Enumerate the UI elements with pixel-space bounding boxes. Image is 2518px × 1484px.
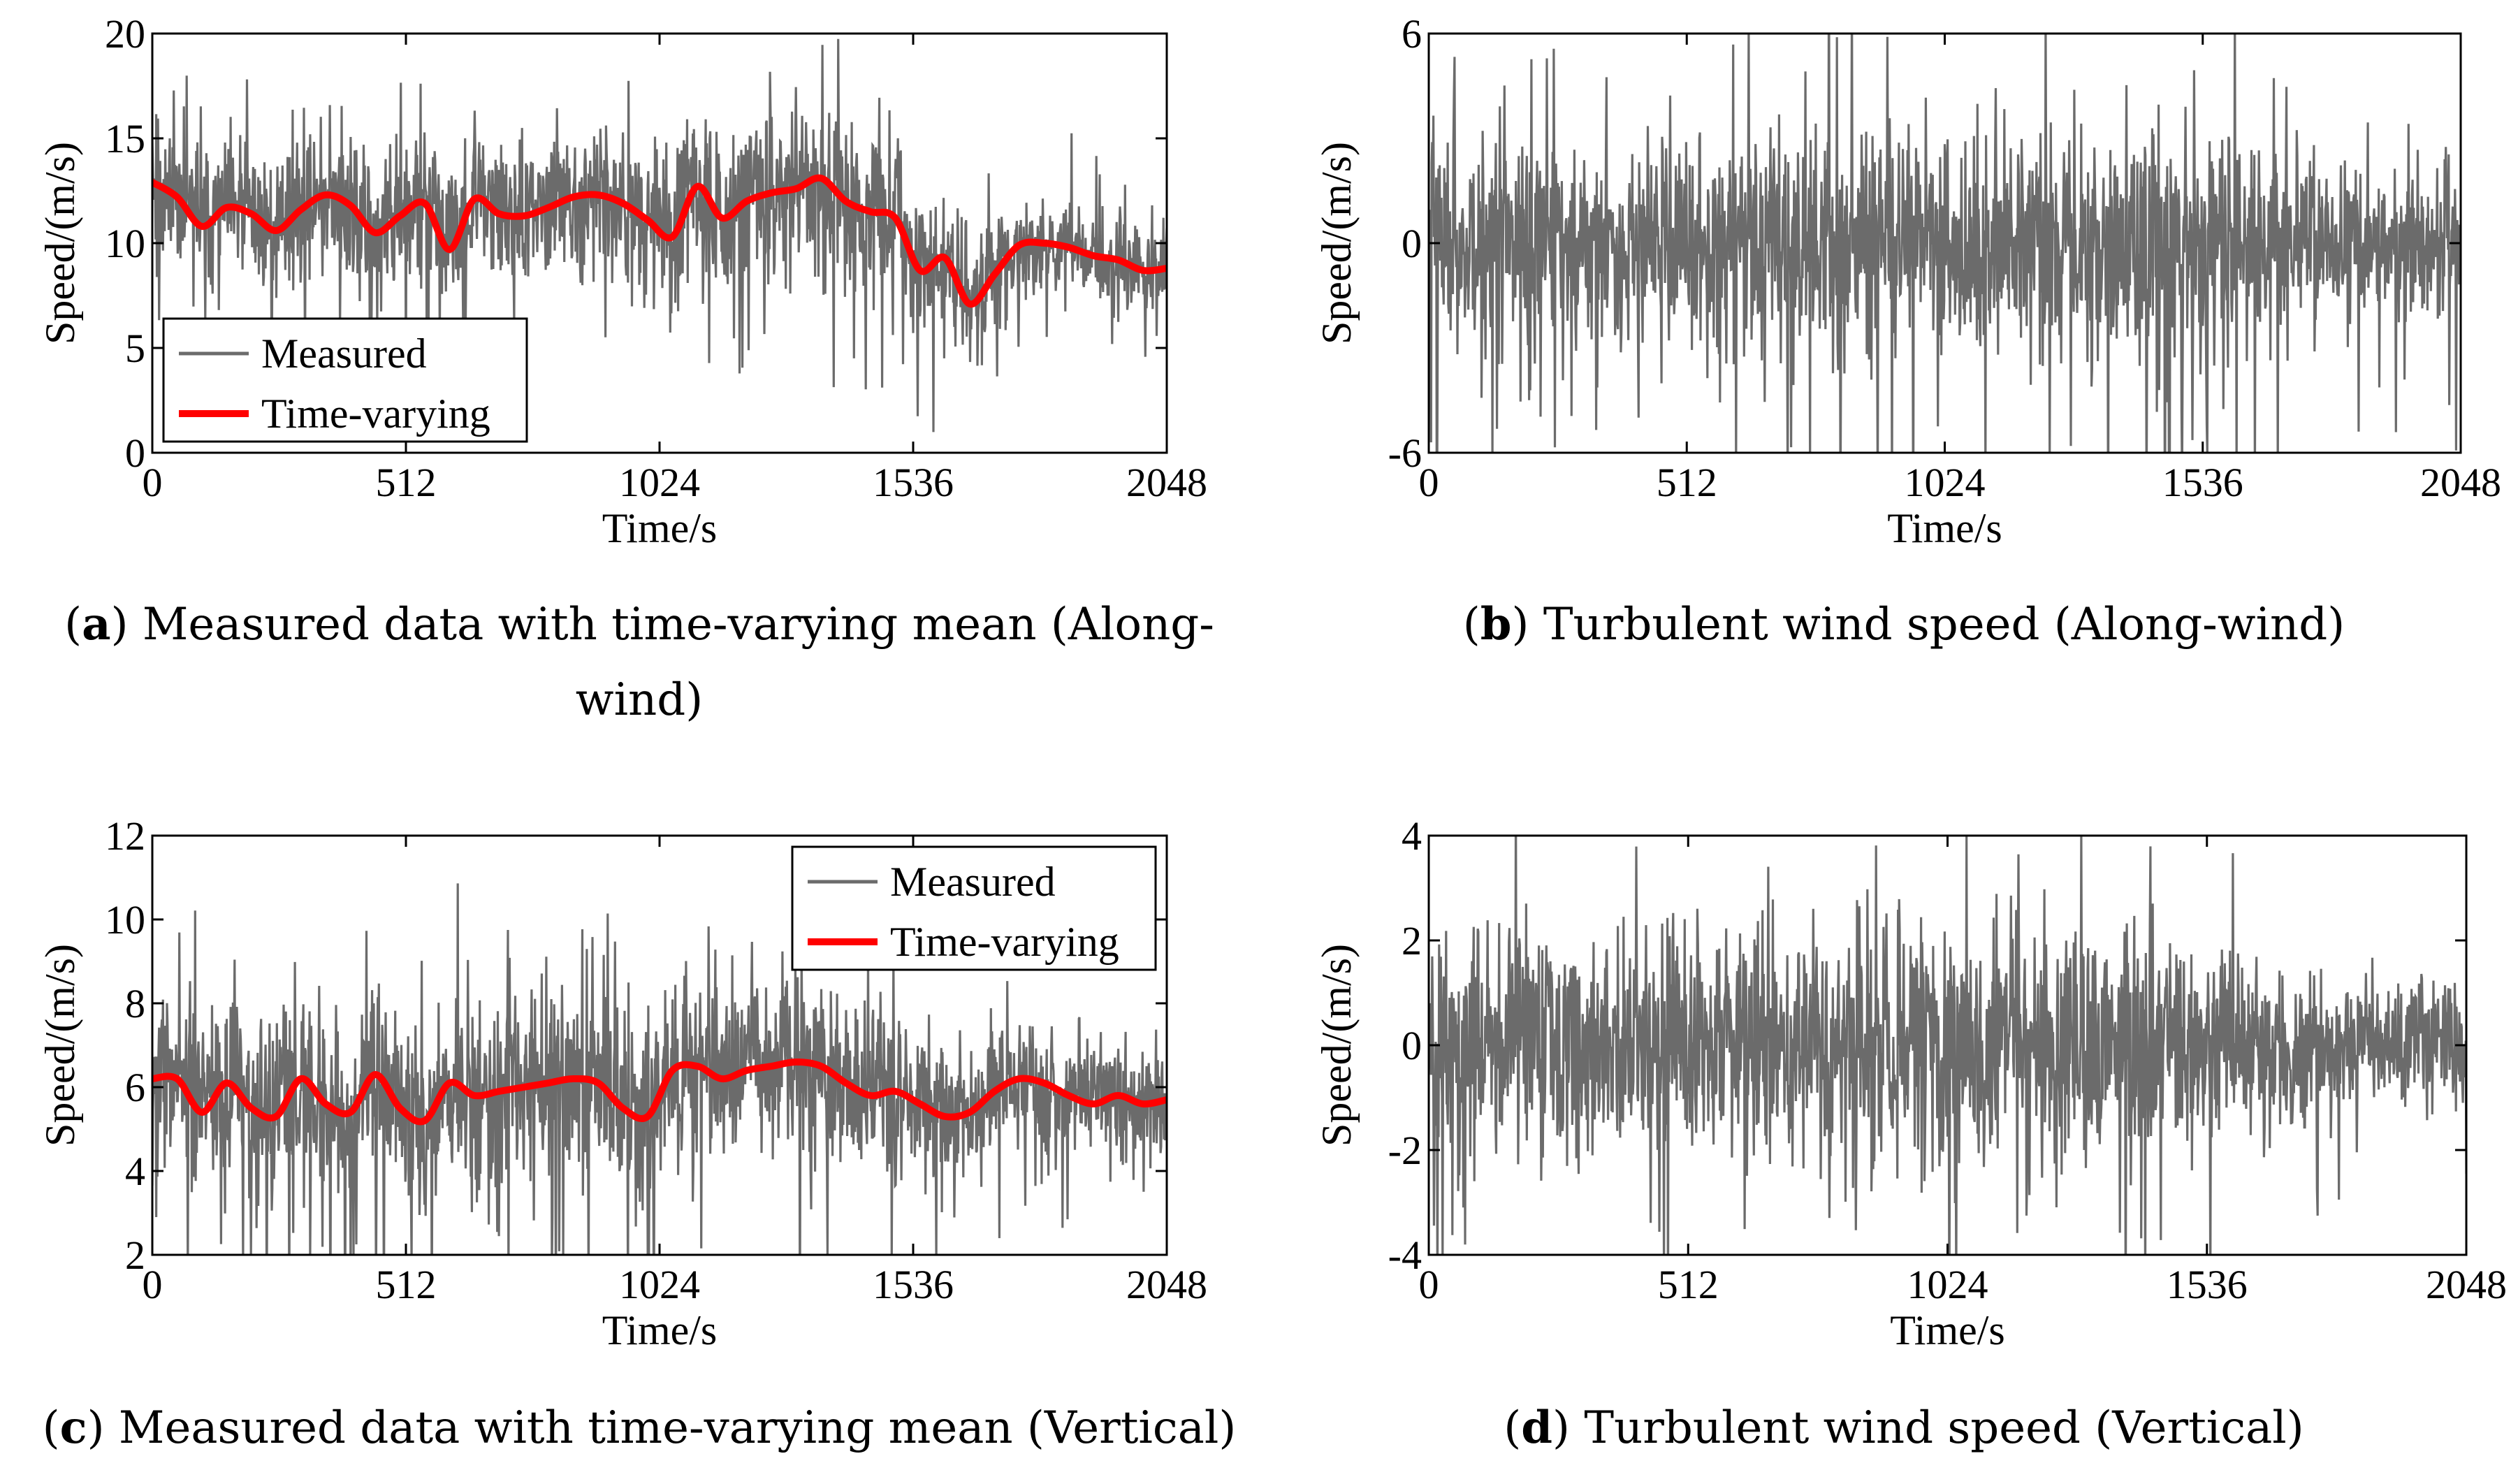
chart-d-xtick-label-0: 0 (1419, 1262, 1439, 1307)
chart-b-xtick-label-2048: 2048 (2420, 460, 2501, 505)
chart-c-xtick-label-0: 0 (143, 1262, 163, 1307)
chart-c-ytick-label-12: 12 (105, 813, 145, 859)
caption-d-letter: d (1521, 1402, 1553, 1454)
caption-b: (b) Turbulent wind speed (Along-wind) (1462, 598, 2345, 650)
chart-a-ylabel: Speed/(m/s) (37, 142, 83, 344)
chart-d-xtick-label-1536: 1536 (2167, 1262, 2248, 1307)
chart-a-xtick-label-1024: 1024 (619, 460, 700, 505)
chart-c-ytick-label-2: 2 (125, 1232, 145, 1278)
chart-d-xtick-label-2048: 2048 (2426, 1262, 2507, 1307)
chart-c-ytick-label-8: 8 (125, 981, 145, 1026)
chart-d-xtick-label-1024: 1024 (1907, 1262, 1988, 1307)
caption-b-letter: b (1480, 598, 1512, 650)
chart-a-ytick-label-10: 10 (105, 221, 145, 266)
chart-a-legend-box (162, 317, 528, 443)
caption-a: (a) Measured data with time-varying mean… (64, 598, 1214, 726)
series-c-time-varying (152, 1059, 1167, 1126)
chart-c-xlabel: Time/s (602, 1307, 718, 1353)
chart-d: 0 512 1024 1536 2048 -4 -2 0 2 4 Time/s Speed/(m/s) (1313, 813, 2507, 1353)
caption-b-text: Turbulent wind speed (Along-wind) (1529, 599, 2345, 650)
chart-a-ytick-label-15: 15 (105, 116, 145, 161)
chart-c-plot-area (152, 883, 1167, 1255)
chart-b-ytick-label-0: 0 (1402, 221, 1422, 266)
chart-b-xtick-label-1536: 1536 (2162, 460, 2243, 505)
chart-a-xtick-label-1536: 1536 (873, 460, 954, 505)
chart-c-ytick-label-6: 6 (125, 1065, 145, 1110)
caption-c-letter: c (59, 1402, 87, 1454)
chart-b-ylabel: Speed/(m/s) (1313, 142, 1360, 344)
caption-a-letter: a (82, 598, 111, 650)
chart-c-ytick-label-4: 4 (125, 1149, 145, 1194)
chart-c-xtick-label-2048: 2048 (1126, 1262, 1207, 1307)
chart-a-legend-label-0: Measured (261, 330, 427, 377)
chart-d-ytick-label--2: -2 (1388, 1128, 1422, 1173)
caption-a-text2: wind) (575, 674, 704, 726)
chart-c-xtick-label-1536: 1536 (873, 1262, 954, 1307)
chart-b-xtick-label-0: 0 (1419, 460, 1439, 505)
chart-a-xtick-label-512: 512 (376, 460, 437, 505)
chart-d-xlabel: Time/s (1890, 1307, 2005, 1353)
chart-c-xtick-label-1024: 1024 (619, 1262, 700, 1307)
chart-c-legend: Measured Time-varying (791, 845, 1157, 971)
caption-d-text: Turbulent wind speed (Vertical) (1569, 1402, 2304, 1454)
chart-d-plot-area (1429, 836, 2466, 1255)
chart-d-ytick-label-2: 2 (1402, 918, 1422, 963)
chart-a: 0 512 1024 1536 2048 0 5 10 15 20 Time/s Speed/(m/s… (37, 11, 1207, 551)
chart-d-ytick-label-0: 0 (1402, 1023, 1422, 1068)
chart-b-xtick-label-1024: 1024 (1905, 460, 1986, 505)
chart-a-ytick-label-5: 5 (125, 326, 145, 371)
chart-d-xtick-label-512: 512 (1658, 1262, 1719, 1307)
caption-c-text: Measured data with time-varying mean (Ve… (104, 1402, 1237, 1454)
chart-d-ylabel: Speed/(m/s) (1313, 944, 1360, 1147)
chart-b-xlabel: Time/s (1887, 505, 2002, 551)
chart-a-xtick-label-2048: 2048 (1126, 460, 1207, 505)
chart-c: 0 512 1024 1536 2048 2 4 6 8 10 12 Time/s Speed/(m/s… (37, 813, 1207, 1353)
chart-b-ytick-label--6: -6 (1388, 430, 1422, 476)
chart-c-xtick-label-512: 512 (376, 1262, 437, 1307)
chart-b-plot-area (1429, 34, 2461, 453)
chart-c-legend-label-1: Time-varying (890, 919, 1119, 965)
chart-c-ylabel: Speed/(m/s) (37, 944, 83, 1147)
series-d-turbulent (1429, 836, 2466, 1255)
caption-c: (c) Measured data with time-varying mean… (42, 1402, 1237, 1454)
caption-d: (d) Turbulent wind speed (Vertical) (1504, 1402, 2304, 1454)
chart-c-ytick-label-10: 10 (105, 897, 145, 943)
chart-a-ytick-label-20: 20 (105, 11, 145, 57)
series-a-time-varying (152, 174, 1167, 308)
chart-d-ytick-label--4: -4 (1388, 1232, 1422, 1278)
caption-a-text: Measured data with time-varying mean (Al… (128, 599, 1214, 650)
chart-a-xlabel: Time/s (602, 505, 718, 551)
chart-a-ytick-label-0: 0 (125, 430, 145, 476)
chart-a-legend-label-1: Time-varying (261, 391, 490, 437)
chart-d-ytick-label-4: 4 (1402, 813, 1422, 859)
chart-c-legend-label-0: Measured (890, 859, 1056, 905)
chart-a-plot-area (152, 38, 1167, 432)
chart-b-ytick-label-6: 6 (1402, 11, 1422, 57)
chart-b-xtick-label-512: 512 (1657, 460, 1717, 505)
chart-a-xtick-label-0: 0 (143, 460, 163, 505)
series-b-turbulent (1429, 34, 2461, 453)
chart-a-legend: Measured Time-varying (162, 317, 528, 443)
chart-c-legend-box (791, 845, 1157, 971)
